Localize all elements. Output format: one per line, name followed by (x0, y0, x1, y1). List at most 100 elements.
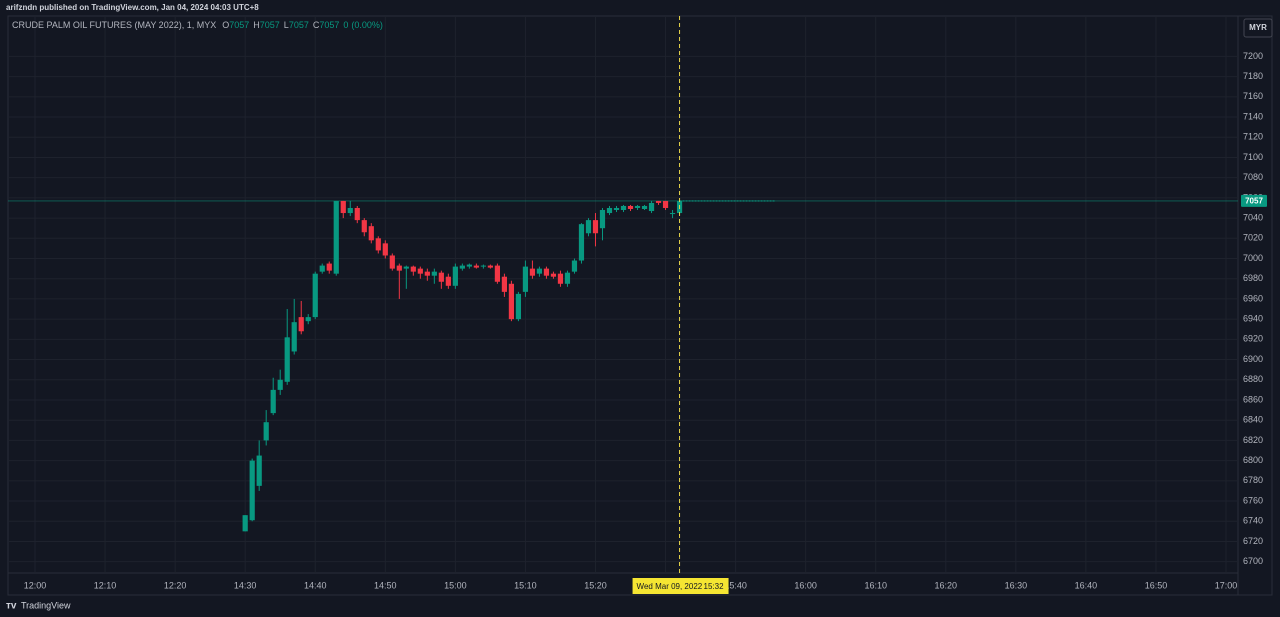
legend-item: H (253, 20, 260, 30)
x-tick-label: 16:40 (1075, 580, 1098, 590)
x-tick-label: 16:00 (794, 580, 817, 590)
x-tick-label: 15:40 (724, 580, 747, 590)
y-tick-label: 6940 (1243, 314, 1263, 324)
candle-body (340, 200, 346, 214)
candle (578, 223, 585, 264)
candle-body (270, 389, 276, 414)
candle-body (578, 224, 585, 261)
candle (326, 261, 332, 274)
candle (557, 270, 564, 287)
candle-body (536, 268, 543, 274)
candle (242, 515, 248, 532)
candle (529, 260, 536, 279)
candle (389, 253, 395, 271)
candle (648, 200, 655, 214)
candle (515, 291, 522, 322)
candle-body (571, 260, 578, 272)
candle-body (368, 226, 374, 241)
candle-body (480, 265, 486, 267)
currency[interactable]: MYR (1249, 23, 1267, 32)
y-tick-label: 6960 (1243, 293, 1263, 303)
candle-body (291, 322, 297, 352)
candle (522, 260, 529, 297)
x-tick-label: 12:20 (164, 580, 187, 590)
x-tick-label: 14:30 (234, 580, 257, 590)
candle (501, 273, 508, 297)
candles (242, 200, 683, 532)
candle (571, 258, 578, 274)
candle (564, 270, 571, 287)
candle-body (305, 317, 311, 322)
y-tick-label: 6900 (1243, 354, 1263, 364)
candle-body (613, 207, 620, 211)
candle (536, 266, 543, 277)
candle-body (431, 271, 437, 276)
y-tick-label: 6880 (1243, 374, 1263, 384)
candle-body (550, 273, 557, 277)
candle-body (326, 263, 332, 271)
candle (284, 309, 290, 385)
y-tick-label: 7080 (1243, 172, 1263, 182)
candle (634, 204, 641, 211)
y-tick-label: 6720 (1243, 536, 1263, 546)
x-tick-label: 12:10 (94, 580, 117, 590)
y-tick-label: 7000 (1243, 253, 1263, 263)
candle (417, 266, 423, 279)
candle (333, 200, 339, 276)
candle-body (375, 238, 381, 251)
candle-body (410, 266, 416, 272)
candle (459, 263, 465, 271)
candle (277, 369, 283, 395)
candle-body (599, 210, 606, 229)
y-tick-label: 6920 (1243, 334, 1263, 344)
legend-item: 7057 (229, 20, 249, 30)
y-tick-label: 6780 (1243, 475, 1263, 485)
y-tick-label: 6760 (1243, 495, 1263, 505)
candle-body (662, 200, 669, 208)
candle-body (445, 276, 451, 286)
candle (305, 314, 311, 325)
candle-body (438, 272, 444, 282)
last-price-tag (1241, 194, 1267, 207)
candle (375, 236, 381, 254)
crosshair-time: 15:32 (704, 582, 725, 591)
header: arifzndn published on TradingView.com, J… (6, 3, 259, 12)
y-tick-label: 6860 (1243, 394, 1263, 404)
candle-body (522, 266, 529, 292)
candle-body (529, 268, 536, 276)
x-tick-label: 16:10 (864, 580, 887, 590)
x-tick-label: 16:30 (1005, 580, 1028, 590)
legend-item: O (222, 20, 229, 30)
y-tick-label: 7180 (1243, 71, 1263, 81)
candle (354, 205, 360, 224)
candle (368, 223, 374, 244)
candle-body (543, 268, 550, 276)
y-tick-label: 6700 (1243, 556, 1263, 566)
candle-body (634, 205, 641, 208)
legend: CRUDE PALM OIL FUTURES (MAY 2022), 1, MY… (12, 20, 383, 30)
candle (655, 200, 662, 205)
candle (263, 410, 269, 446)
candle (480, 264, 486, 269)
x-tick-label: 15:20 (584, 580, 607, 590)
candle (592, 213, 599, 247)
candle (256, 440, 262, 491)
candle-body (557, 273, 564, 284)
candle (669, 210, 676, 219)
candle-body (466, 264, 472, 267)
candle (347, 200, 353, 217)
y-tick-label: 7120 (1243, 132, 1263, 142)
candle-body (382, 243, 388, 256)
currency-box[interactable] (1243, 18, 1273, 38)
y-tick-label: 6820 (1243, 435, 1263, 445)
candle (466, 263, 472, 269)
candle (494, 263, 500, 284)
y-tick-label: 6800 (1243, 455, 1263, 465)
y-tick-label: 7020 (1243, 233, 1263, 243)
candle (620, 204, 627, 213)
candle (312, 271, 318, 320)
legend-item: 7057 (260, 20, 280, 30)
pane-border (7, 15, 1273, 596)
candle-body (473, 265, 479, 268)
